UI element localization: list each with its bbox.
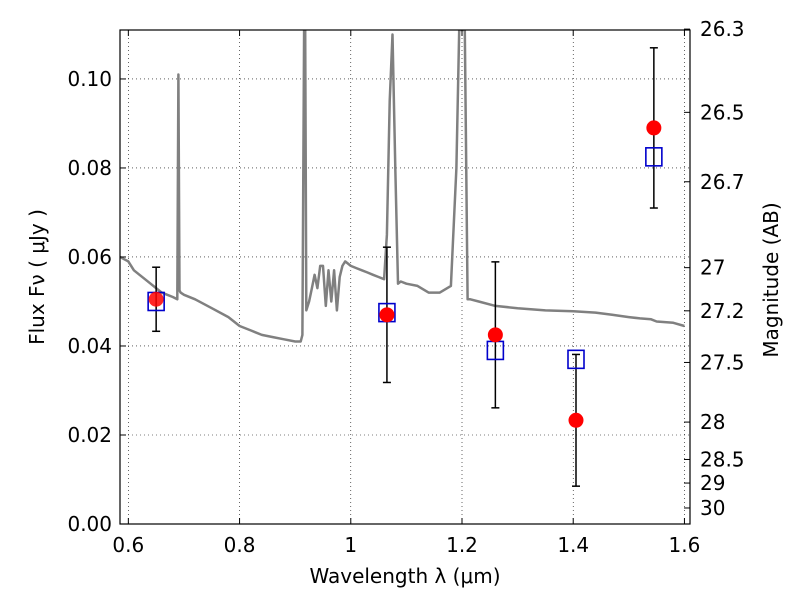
y-tick-label: 0.04 — [67, 334, 112, 358]
observed-point-marker — [487, 327, 503, 343]
y-tick-label: 0.08 — [67, 156, 112, 180]
observed-point-marker — [148, 291, 164, 307]
plot-frame — [119, 29, 691, 525]
spectrum-layer — [120, 30, 685, 343]
x-axis: 0.6 0.8 1 1.2 1.4 1.6 — [112, 30, 700, 557]
observed-point-marker — [379, 307, 395, 323]
right-tick-label: 29 — [700, 471, 725, 495]
right-tick-label: 27.2 — [700, 299, 745, 323]
x-tick-label: 1.4 — [557, 533, 589, 557]
right-tick-label: 26.5 — [700, 100, 745, 124]
spectrum-line — [120, 30, 685, 343]
plot-background — [120, 30, 690, 524]
y-tick-label: 0.00 — [67, 512, 112, 536]
data-points-layer — [147, 47, 663, 487]
model-square-marker — [567, 349, 585, 370]
x-tick-label: 1.2 — [446, 533, 478, 557]
right-tick-label: 27 — [700, 256, 725, 280]
right-tick-label: 26.3 — [700, 17, 745, 41]
y-tick-label: 0.06 — [67, 245, 112, 269]
right-tick-label: 27.5 — [700, 350, 745, 374]
x-tick-label: 1 — [344, 533, 357, 557]
observed-point-marker — [568, 412, 584, 428]
y-tick-label: 0.10 — [67, 67, 112, 91]
y-axis: 0.00 0.02 0.04 0.06 0.08 0.10 — [67, 67, 126, 536]
right-tick-label: 26.7 — [700, 170, 745, 194]
right-tick-label: 30 — [700, 496, 725, 520]
y-tick-label: 0.02 — [67, 423, 112, 447]
model-square-marker — [645, 147, 663, 167]
x-axis-title: Wavelength λ (μm) — [309, 564, 500, 588]
x-tick-label: 0.6 — [112, 533, 144, 557]
right-axis-title: Magnitude (AB) — [759, 202, 783, 357]
right-tick-label: 28.5 — [700, 447, 745, 471]
x-tick-label: 1.6 — [669, 533, 701, 557]
y-axis-title: Flux Fν ( μJy ) — [25, 209, 49, 345]
x-tick-label: 0.8 — [224, 533, 256, 557]
right-tick-label: 28 — [700, 410, 725, 434]
observed-point-marker — [646, 120, 662, 136]
